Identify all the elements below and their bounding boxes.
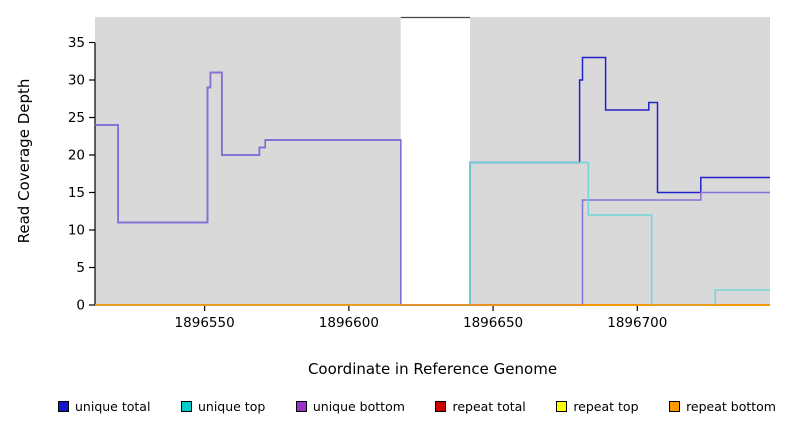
x-tick-label: 1896600 — [319, 315, 379, 331]
x-tick-label: 1896550 — [175, 315, 235, 331]
legend-label: unique total — [75, 399, 151, 414]
y-axis-title: Read Coverage Depth — [15, 78, 33, 244]
series-line-unique-top — [95, 161, 770, 306]
legend-swatch-icon — [58, 401, 69, 412]
y-tick-label: 5 — [76, 260, 85, 276]
legend-label: repeat bottom — [686, 399, 776, 414]
legend-label: repeat total — [452, 399, 526, 414]
shaded-region-0 — [95, 17, 401, 305]
legend-item-unique-bottom: unique bottom — [295, 399, 405, 414]
legend-item-repeat-top: repeat top — [556, 399, 639, 414]
legend-item-repeat-total: repeat total — [435, 399, 526, 414]
legend-swatch-icon — [295, 401, 307, 412]
legend-swatch-icon — [669, 401, 681, 412]
legend-item-repeat-bottom: repeat bottom — [669, 399, 776, 414]
y-tick-label: 10 — [68, 223, 85, 239]
y-tick-label: 15 — [68, 185, 85, 201]
y-tick-label: 30 — [68, 73, 85, 89]
y-tick-label: 0 — [76, 298, 85, 314]
legend-label: unique top — [197, 399, 266, 414]
legend-swatch-icon — [556, 401, 568, 412]
legend-label: unique bottom — [312, 399, 405, 414]
legend: unique total unique top unique bottom repea… — [0, 399, 792, 414]
legend-item-unique-total: unique total — [58, 399, 150, 414]
series-line-unique-bottom — [95, 71, 770, 306]
legend-swatch-icon — [180, 401, 192, 412]
y-tick-label: 35 — [68, 35, 85, 51]
shaded-region-1 — [470, 17, 770, 305]
legend-item-unique-top: unique top — [180, 399, 266, 414]
x-tick-label: 1896650 — [463, 315, 523, 331]
legend-label: repeat top — [573, 399, 639, 414]
y-tick-label: 20 — [68, 148, 85, 164]
legend-swatch-icon — [435, 401, 447, 412]
y-tick-label: 25 — [68, 110, 85, 126]
x-tick-label: 1896700 — [607, 315, 667, 331]
x-axis-title: Coordinate in Reference Genome — [307, 360, 558, 378]
